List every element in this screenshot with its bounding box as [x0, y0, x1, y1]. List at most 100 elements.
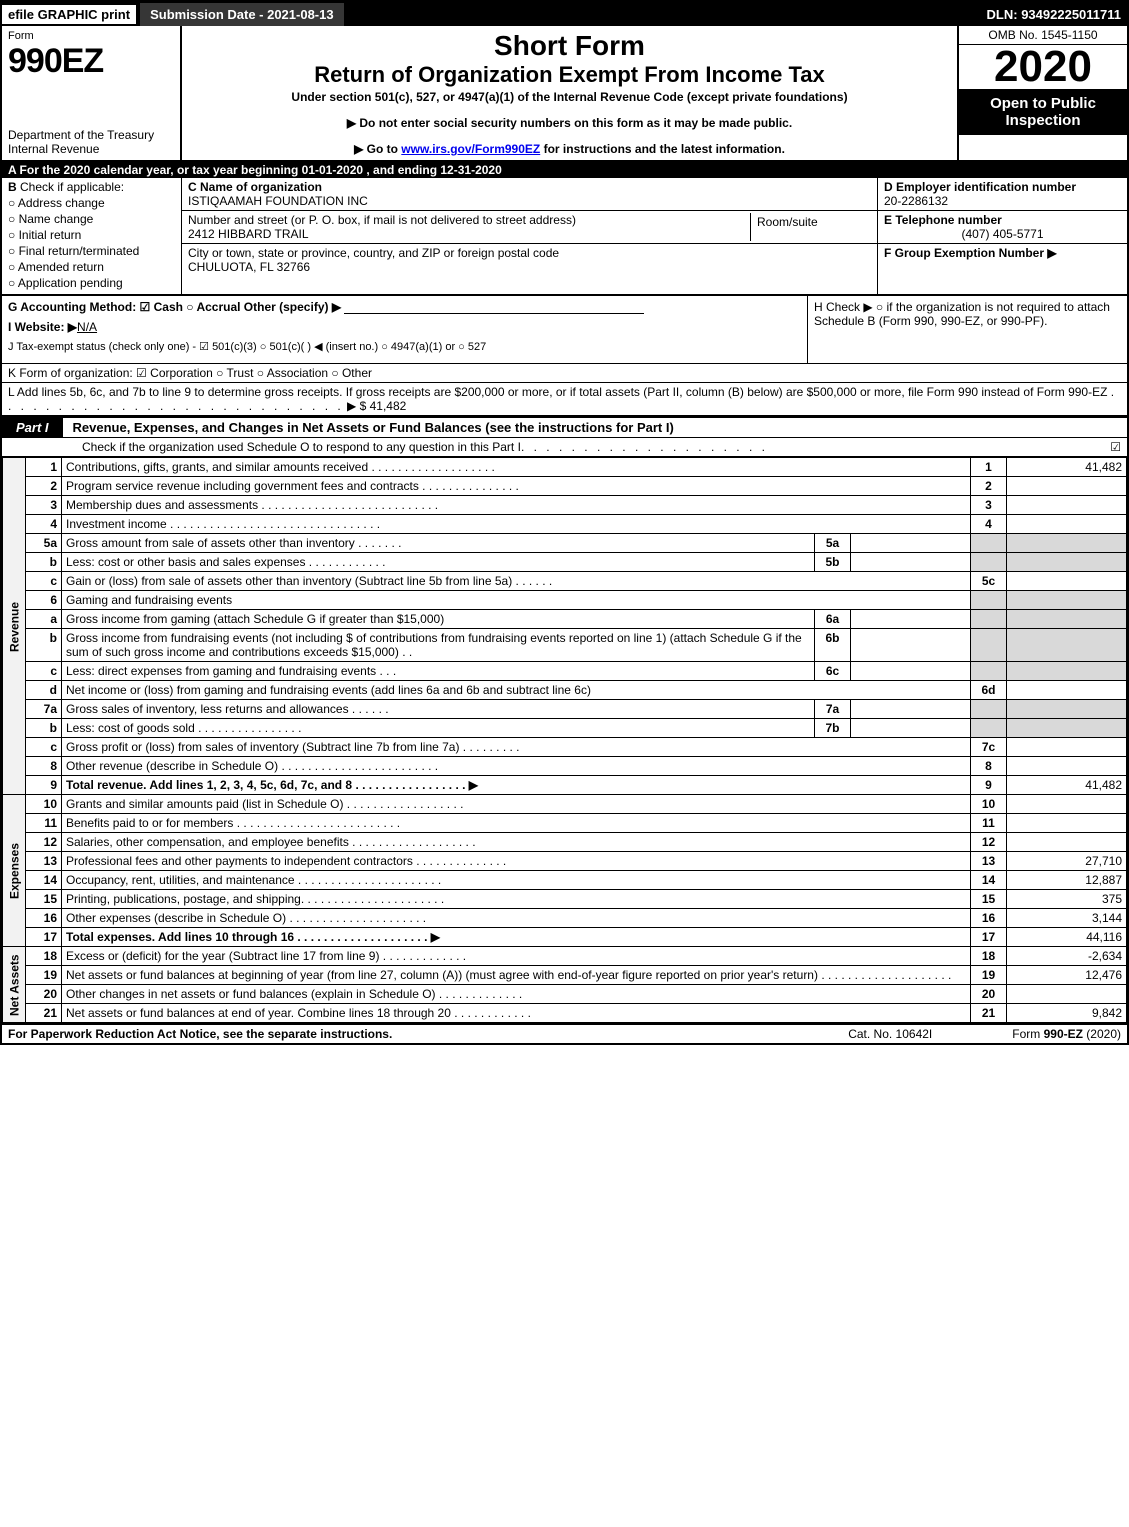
d-label: D Employer identification number	[884, 180, 1076, 194]
page-footer: For Paperwork Reduction Act Notice, see …	[2, 1023, 1127, 1043]
line-6d: Net income or (loss) from gaming and fun…	[62, 681, 971, 700]
g-text: G Accounting Method: ☑ Cash ○ Accrual Ot…	[8, 300, 341, 314]
cb-address-change[interactable]: Address change	[8, 196, 175, 210]
val-9: 41,482	[1007, 776, 1127, 795]
line-4: Investment income . . . . . . . . . . . …	[62, 515, 971, 534]
line-5a: Gross amount from sale of assets other t…	[62, 534, 815, 553]
title-short-form: Short Form	[192, 30, 947, 62]
irs-link[interactable]: www.irs.gov/Form990EZ	[401, 142, 540, 156]
l-amount: ▶ $ 41,482	[347, 399, 406, 413]
rn1: 1	[971, 458, 1007, 477]
block-g: G Accounting Method: ☑ Cash ○ Accrual Ot…	[2, 296, 807, 363]
block-b: B Check if applicable: Address change Na…	[2, 178, 182, 294]
footer-center: Cat. No. 10642I	[848, 1027, 932, 1041]
line-11: Benefits paid to or for members . . . . …	[62, 814, 971, 833]
c-room-suite: Room/suite	[751, 213, 871, 241]
cat-expenses: Expenses	[3, 795, 26, 947]
b-check-label: Check if applicable:	[20, 180, 124, 194]
efile-label[interactable]: efile GRAPHIC print	[2, 5, 136, 24]
d-value: 20-2286132	[884, 194, 948, 208]
cb-final-return[interactable]: Final return/terminated	[8, 244, 175, 258]
open-public-box: Open to Public Inspection	[959, 89, 1127, 135]
line-21: Net assets or fund balances at end of ye…	[62, 1004, 971, 1023]
part1-label: Part I	[2, 418, 63, 437]
cb-name-change[interactable]: Name change	[8, 212, 175, 226]
arrow2-pre: ▶ Go to	[354, 142, 401, 156]
dln: DLN: 93492225011711	[987, 7, 1121, 22]
line-7b: Less: cost of goods sold . . . . . . . .…	[62, 719, 815, 738]
subtitle: Under section 501(c), 527, or 4947(a)(1)…	[192, 90, 947, 104]
c-name-label: C Name of organization	[188, 180, 322, 194]
c-addr-label: Number and street (or P. O. box, if mail…	[188, 213, 576, 227]
line-5b: Less: cost or other basis and sales expe…	[62, 553, 815, 572]
part1-checkbox[interactable]: ☑	[1110, 440, 1121, 454]
cb-initial-return[interactable]: Initial return	[8, 228, 175, 242]
top-bar: efile GRAPHIC print Submission Date - 20…	[2, 2, 1127, 26]
block-c: C Name of organization ISTIQAAMAH FOUNDA…	[182, 178, 877, 294]
form-990ez-page: efile GRAPHIC print Submission Date - 20…	[0, 0, 1129, 1045]
line-1: Contributions, gifts, grants, and simila…	[62, 458, 971, 477]
line-15: Printing, publications, postage, and shi…	[62, 890, 971, 909]
line-18: Excess or (deficit) for the year (Subtra…	[62, 947, 971, 966]
internal-revenue: Internal Revenue	[8, 142, 174, 156]
part1-title: Revenue, Expenses, and Changes in Net As…	[63, 420, 674, 435]
c-addr-value: 2412 HIBBARD TRAIL	[188, 227, 309, 241]
val-18: -2,634	[1007, 947, 1127, 966]
val-1: 41,482	[1007, 458, 1127, 477]
c-name-value: ISTIQAAMAH FOUNDATION INC	[188, 194, 368, 208]
arrow-note-2: ▶ Go to www.irs.gov/Form990EZ for instru…	[192, 142, 947, 156]
dept-treasury: Department of the Treasury	[8, 128, 174, 142]
block-def: D Employer identification number20-22861…	[877, 178, 1127, 294]
l-text: L Add lines 5b, 6c, and 7b to line 9 to …	[8, 385, 1107, 399]
e-value: (407) 405-5771	[884, 227, 1121, 241]
val-14: 12,887	[1007, 871, 1127, 890]
block-b-through-f: B Check if applicable: Address change Na…	[2, 178, 1127, 296]
arrow2-post: for instructions and the latest informat…	[540, 142, 785, 156]
line-9: Total revenue. Add lines 1, 2, 3, 4, 5c,…	[62, 776, 971, 795]
cat-net-assets: Net Assets	[3, 947, 26, 1023]
line-12: Salaries, other compensation, and employ…	[62, 833, 971, 852]
footer-left: For Paperwork Reduction Act Notice, see …	[8, 1027, 392, 1041]
form-header: Form 990EZ Department of the Treasury In…	[2, 26, 1127, 162]
e-label: E Telephone number	[884, 213, 1002, 227]
title-return: Return of Organization Exempt From Incom…	[192, 62, 947, 88]
n1: 1	[26, 458, 62, 477]
line-3: Membership dues and assessments . . . . …	[62, 496, 971, 515]
cb-application-pending[interactable]: Application pending	[8, 276, 175, 290]
block-g-h: G Accounting Method: ☑ Cash ○ Accrual Ot…	[2, 296, 1127, 364]
row-a: A For the 2020 calendar year, or tax yea…	[2, 162, 1127, 178]
form-number: 990EZ	[8, 42, 174, 81]
line-6c: Less: direct expenses from gaming and fu…	[62, 662, 815, 681]
part1-subtitle-row: Check if the organization used Schedule …	[2, 438, 1127, 457]
line-16: Other expenses (describe in Schedule O) …	[62, 909, 971, 928]
line-6b: Gross income from fundraising events (no…	[62, 629, 815, 662]
val-17: 44,116	[1007, 928, 1127, 947]
line-10: Grants and similar amounts paid (list in…	[62, 795, 971, 814]
val-16: 3,144	[1007, 909, 1127, 928]
val-19: 12,476	[1007, 966, 1127, 985]
header-left: Form 990EZ Department of the Treasury In…	[2, 26, 182, 160]
arrow-note-1: ▶ Do not enter social security numbers o…	[192, 116, 947, 130]
lines-table: Revenue 1 Contributions, gifts, grants, …	[2, 457, 1127, 1023]
c-city-label: City or town, state or province, country…	[188, 246, 559, 260]
header-right: OMB No. 1545-1150 2020 Open to Public In…	[957, 26, 1127, 160]
line-19: Net assets or fund balances at beginning…	[62, 966, 971, 985]
c-city-value: CHULUOTA, FL 32766	[188, 260, 310, 274]
block-h: H Check ▶ ○ if the organization is not r…	[807, 296, 1127, 363]
val-15: 375	[1007, 890, 1127, 909]
form-label: Form	[8, 30, 174, 42]
line-7c: Gross profit or (loss) from sales of inv…	[62, 738, 971, 757]
line-5c: Gain or (loss) from sale of assets other…	[62, 572, 971, 591]
part1-header: Part I Revenue, Expenses, and Changes in…	[2, 416, 1127, 438]
line-13: Professional fees and other payments to …	[62, 852, 971, 871]
submission-date: Submission Date - 2021-08-13	[140, 3, 344, 26]
footer-right: Form 990-EZ (2020)	[1012, 1027, 1121, 1041]
line-14: Occupancy, rent, utilities, and maintena…	[62, 871, 971, 890]
val-13: 27,710	[1007, 852, 1127, 871]
header-mid: Short Form Return of Organization Exempt…	[182, 26, 957, 160]
cb-amended-return[interactable]: Amended return	[8, 260, 175, 274]
cat-revenue: Revenue	[3, 458, 26, 795]
line-6: Gaming and fundraising events	[62, 591, 971, 610]
val-21: 9,842	[1007, 1004, 1127, 1023]
line-17: Total expenses. Add lines 10 through 16 …	[62, 928, 971, 947]
